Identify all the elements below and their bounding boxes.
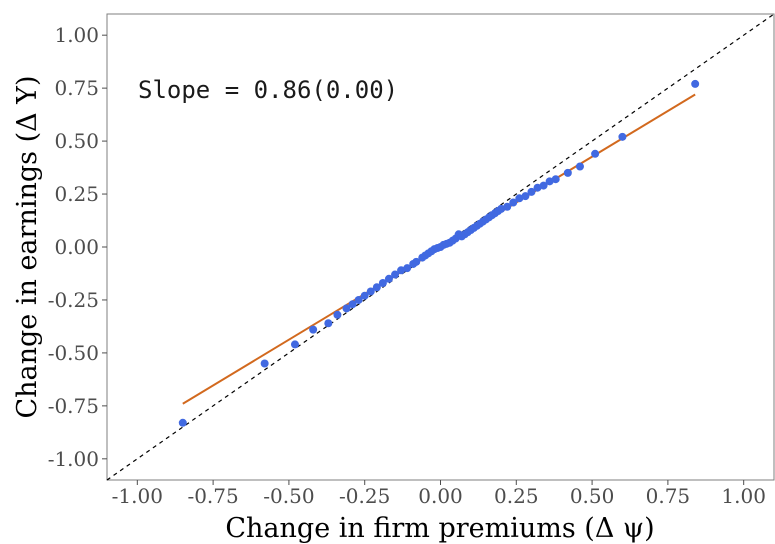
y-tick-label: -0.75: [48, 394, 99, 418]
data-point: [691, 79, 700, 88]
y-tick-label: 0.25: [54, 182, 99, 206]
y-axis: 1.00 0.75 0.50 0.25 0.00 -0.25 -0.50 -0.75 -1.00: [48, 23, 107, 471]
x-tick-label: -1.00: [112, 484, 163, 508]
data-point: [403, 264, 412, 273]
x-tick-label: 0.00: [418, 484, 463, 508]
y-tick-label: -0.50: [48, 341, 99, 365]
data-point: [412, 257, 421, 266]
data-point: [178, 418, 187, 427]
y-tick-label: 0.00: [54, 235, 99, 259]
x-tick-label: 0.25: [494, 484, 539, 508]
x-axis: -1.00 -0.75 -0.50 -0.25 0.00 0.25 0.50 0.75 1.00: [112, 480, 766, 508]
y-tick-label: -0.25: [48, 288, 99, 312]
data-point: [348, 300, 357, 309]
data-point: [618, 132, 627, 141]
data-point: [539, 181, 548, 190]
data-point: [309, 325, 318, 334]
data-point: [533, 183, 542, 192]
data-point: [503, 202, 512, 211]
data-point: [372, 283, 381, 292]
data-point: [333, 310, 342, 319]
x-tick-label: -0.75: [187, 484, 238, 508]
y-tick-label: 0.75: [54, 76, 99, 100]
data-point: [575, 162, 584, 171]
data-point: [515, 194, 524, 203]
data-point: [354, 295, 363, 304]
data-point: [290, 340, 299, 349]
data-point: [260, 359, 269, 368]
data-point: [384, 274, 393, 283]
x-tick-label: -0.50: [263, 484, 314, 508]
data-point: [378, 279, 387, 288]
data-point: [563, 168, 572, 177]
x-tick-label: 1.00: [721, 484, 766, 508]
scatter-points: [178, 79, 700, 427]
x-tick-label: -0.25: [339, 484, 390, 508]
x-tick-label: 0.75: [646, 484, 691, 508]
slope-annotation: Slope = 0.86(0.00): [138, 76, 398, 104]
x-axis-title: Change in firm premiums (Δ ψ): [225, 513, 654, 544]
plot-area: Slope = 0.86(0.00): [106, 13, 775, 481]
y-tick-label: 0.50: [54, 129, 99, 153]
data-point: [397, 266, 406, 275]
x-tick-label: 0.50: [570, 484, 615, 508]
y-tick-label: -1.00: [48, 447, 99, 471]
data-point: [366, 287, 375, 296]
data-point: [527, 187, 536, 196]
data-point: [509, 198, 518, 207]
data-point: [342, 304, 351, 313]
data-point: [551, 175, 560, 184]
y-tick-label: 1.00: [54, 23, 99, 47]
y-axis-title: Change in earnings (Δ Y): [12, 75, 43, 418]
data-point: [324, 319, 333, 328]
data-point: [545, 177, 554, 186]
data-point: [497, 204, 506, 213]
data-point: [521, 192, 530, 201]
data-point: [391, 270, 400, 279]
data-point: [591, 149, 600, 158]
data-point: [360, 291, 369, 300]
